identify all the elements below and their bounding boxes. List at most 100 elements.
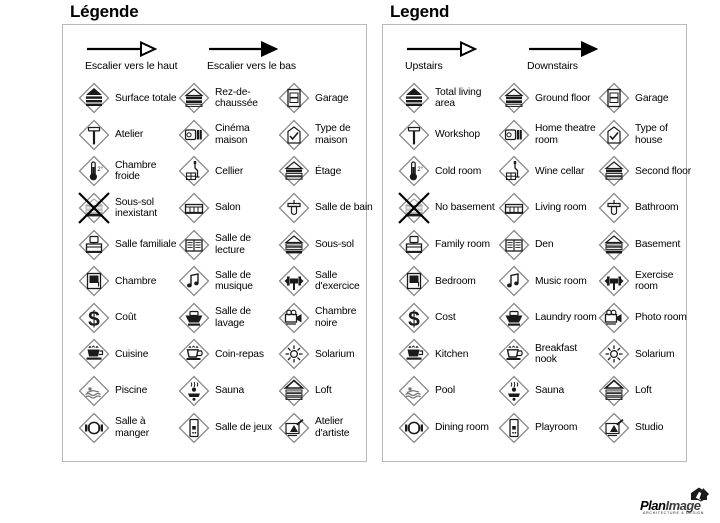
legend-item: Total living area [397, 80, 497, 117]
stairs-label-downstairs-en: Downstairs [527, 60, 578, 72]
loft-icon [597, 374, 631, 408]
den-icon [497, 228, 531, 262]
legend-item-label: Exercise room [635, 269, 674, 293]
laundry-room-icon [177, 301, 211, 335]
cost-icon: $ [77, 301, 111, 335]
basement-icon [597, 228, 631, 262]
stairs-upstairs-french: Escalier vers le haut [85, 40, 207, 72]
legend-item: Family room [397, 226, 497, 263]
legend-item-label: Atelier [115, 129, 144, 141]
legend-item: Photo room [597, 300, 697, 337]
legend-item-label: Wine cellar [535, 165, 585, 177]
sauna-icon [497, 374, 531, 408]
legend-item: Dining room [397, 409, 497, 446]
legend-item-label: Surface totale [115, 92, 177, 104]
legend-item-label: Chambre [115, 275, 157, 287]
stairs-upstairs-english: Upstairs [405, 40, 527, 72]
legend-item: Playroom [497, 409, 597, 446]
music-room-icon [177, 264, 211, 298]
legend-item: Type de maison [277, 117, 377, 154]
legend-grid-english: Total living area Ground floor Garage Works… [383, 72, 691, 446]
legend-item: Surface totale [77, 80, 177, 117]
home-theatre-icon [497, 118, 531, 152]
legend-item-label: Second floor [635, 165, 692, 177]
legend-item-label: Cinéma maison [215, 123, 250, 146]
stairs-downstairs-english: Downstairs [527, 40, 605, 72]
garage-icon [277, 81, 311, 115]
ground-floor-icon [497, 81, 531, 115]
legend-item-label: Salon [215, 202, 241, 214]
legend-item: Cuisine [77, 336, 177, 373]
legend-item: Basement [597, 226, 697, 263]
legend-item-label: Kitchen [435, 348, 469, 360]
kitchen-icon [77, 337, 111, 371]
bathroom-icon [277, 191, 311, 225]
family-room-icon [397, 228, 431, 262]
legend-item: $ Coût [77, 300, 177, 337]
legend-item: Atelier [77, 117, 177, 154]
type-of-house-icon [277, 118, 311, 152]
basement-icon [277, 228, 311, 262]
pool-icon [77, 374, 111, 408]
legend-item: Chambre [77, 263, 177, 300]
stairs-label-downstairs-fr: Escalier vers le bas [207, 60, 297, 72]
legend-item-label: Laundry room [535, 312, 597, 324]
legend-item: Home theatre room [497, 117, 597, 154]
legend-item-label: Cellier [215, 165, 244, 177]
legend-item-label: Salle d'exercice [315, 269, 360, 293]
legend-box-french: Escalier vers le haut Escalier vers le b… [62, 24, 373, 462]
legend-item: Garage [277, 80, 377, 117]
legend-item: Salle de jeux [177, 409, 277, 446]
legend-item-label: Basement [635, 238, 681, 250]
svg-text:$: $ [88, 308, 100, 331]
solarium-icon [597, 337, 631, 371]
legend-item-label: Solarium [315, 348, 355, 360]
legend-item: Ground floor [497, 80, 597, 117]
wine-cellar-icon [177, 154, 211, 188]
legend-item-label: Sauna [215, 385, 245, 397]
svg-text:2°: 2° [97, 167, 103, 173]
legend-item: Salle de musique [177, 263, 277, 300]
family-room-icon [77, 228, 111, 262]
legend-item-label: Workshop [435, 129, 480, 141]
arrow-outline-right-icon [85, 40, 207, 58]
legend-item-label: Dining room [435, 421, 489, 433]
legend-item-label: Bathroom [635, 202, 679, 214]
legend-item-label: Studio [635, 421, 664, 433]
legend-item: Solarium [277, 336, 377, 373]
legend-item-label: Salle à manger [115, 416, 150, 439]
legend-item: Sous-sol inexistant [77, 190, 177, 227]
legend-item: Living room [497, 190, 597, 227]
legend-item-label: Atelier d'artiste [315, 416, 350, 439]
pool-icon [397, 374, 431, 408]
legend-item-label: Salle de lecture [215, 233, 252, 256]
legend-grid-french: Surface totale Rez-de-chaussée Garage Ateli… [63, 72, 373, 446]
legend-item: Chambre noire [277, 300, 377, 337]
living-room-icon [177, 191, 211, 225]
cold-room-icon: 2° [77, 154, 111, 188]
home-theatre-icon [177, 118, 211, 152]
photo-room-icon [597, 301, 631, 335]
legend-item: Kitchen [397, 336, 497, 373]
legend-item: No basement [397, 190, 497, 227]
svg-text:$: $ [408, 308, 420, 331]
stairs-label-upstairs-fr: Escalier vers le haut [85, 60, 178, 72]
legend-item: Salle de lecture [177, 226, 277, 263]
legend-item: Rez-de-chaussée [177, 80, 277, 117]
legend-item-label: Family room [435, 238, 490, 250]
legend-item: Salle à manger [77, 409, 177, 446]
bedroom-icon [397, 264, 431, 298]
kitchen-icon [397, 337, 431, 371]
legend-item: Pool [397, 373, 497, 410]
playroom-icon [177, 411, 211, 445]
music-room-icon [497, 264, 531, 298]
solarium-icon [277, 337, 311, 371]
laundry-room-icon [497, 301, 531, 335]
legend-item-label: Playroom [535, 421, 578, 433]
exercise-room-icon [277, 264, 311, 298]
cold-room-icon: 2° [397, 154, 431, 188]
legend-item: Den [497, 226, 597, 263]
breakfast-nook-icon [177, 337, 211, 371]
legend-item-label: Chambre froide [115, 160, 157, 183]
legend-item: Bathroom [597, 190, 697, 227]
